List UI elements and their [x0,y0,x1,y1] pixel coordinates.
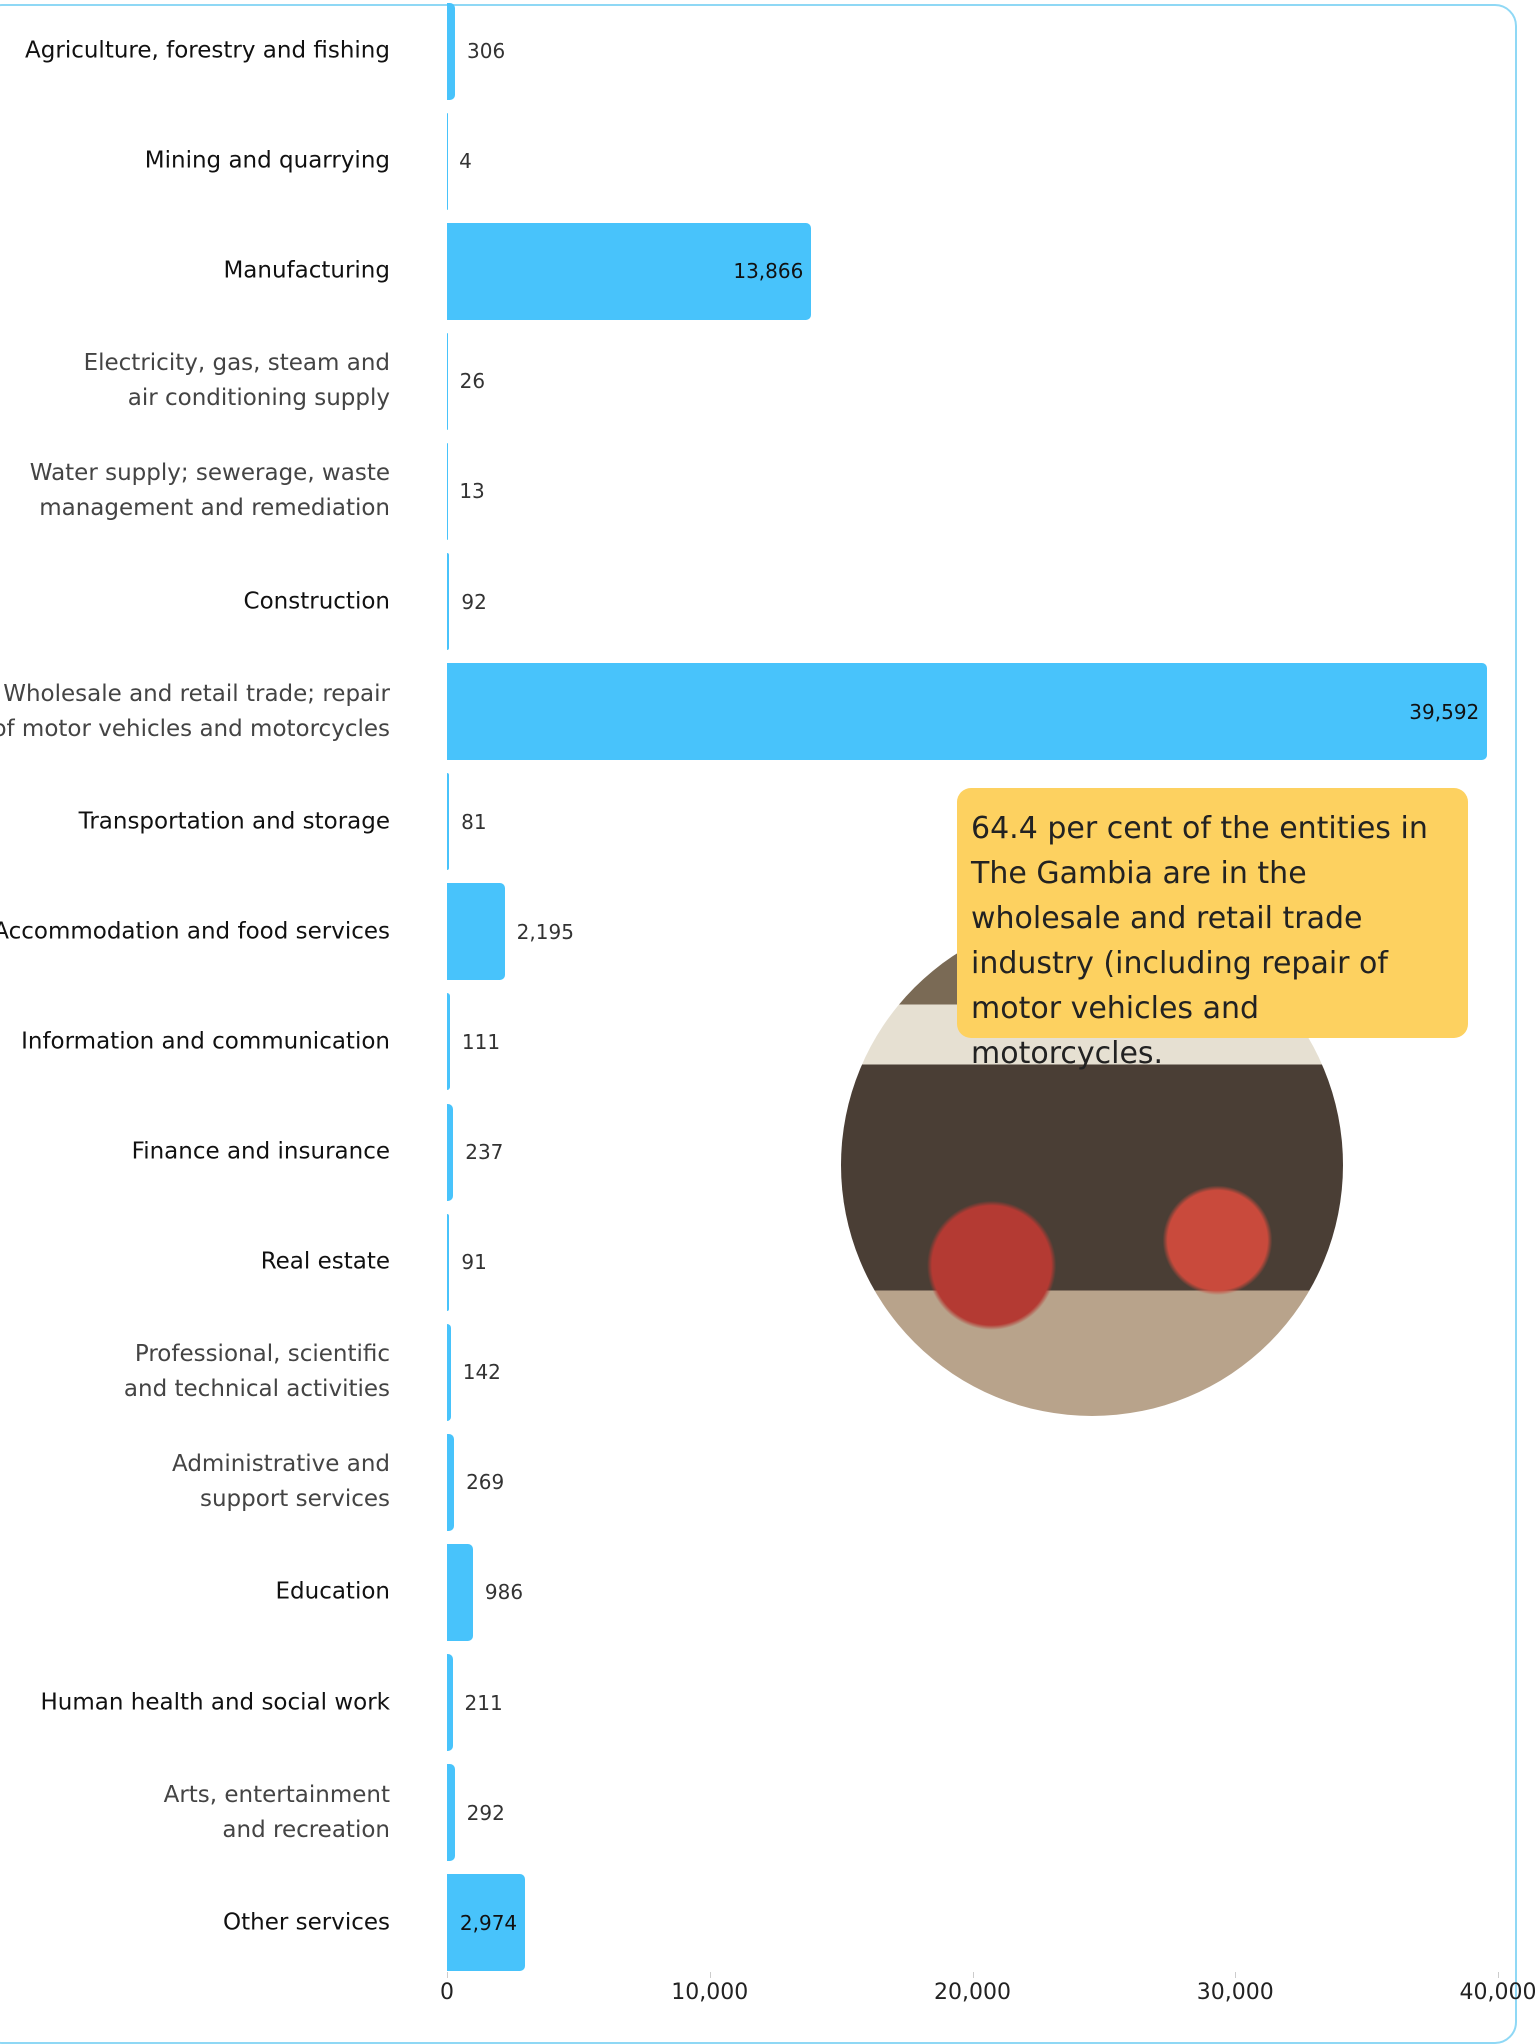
bar [447,1103,454,1201]
x-tick-label: 10,000 [671,1980,749,2005]
x-tick-label: 30,000 [1196,1980,1274,2005]
bar [447,2,456,100]
value-label: 2,195 [516,919,574,944]
y-tick-label: Arts, entertainment and recreation [163,1781,390,1843]
value-label: 2,974 [459,1910,518,1935]
tick-mark [447,1972,448,1978]
tick-mark [709,1972,711,1978]
x-tick-label: 0 [440,1980,454,2005]
bar [447,1654,453,1751]
y-tick-label: Accommodation and food services [0,918,390,945]
value-label: 292 [466,1800,505,1825]
bar [447,1433,455,1531]
y-tick-label: Education [275,1578,390,1605]
tick-mark [1235,1972,1237,1978]
y-tick-label: Administrative and support services [172,1451,390,1513]
y-tick-label: Manufacturing [223,257,390,284]
x-tick-label: 20,000 [934,1980,1011,2005]
value-label: 111 [461,1029,501,1054]
value-label: 142 [462,1360,501,1385]
value-label: 39,592 [1409,699,1480,724]
x-tick-label: 40,000 [1459,1980,1536,2005]
value-label: 13 [459,479,485,504]
y-tick-label: Human health and social work [40,1689,390,1715]
y-tick-label: Information and communication [21,1028,390,1055]
y-tick-label: Water supply; sewerage, waste management… [29,460,390,522]
bar [447,1213,450,1311]
value-label: 237 [465,1140,504,1164]
value-label: 986 [484,1580,524,1605]
bar [447,663,1488,761]
bar [447,222,812,320]
y-tick-label: Agriculture, forestry and fishing [25,37,390,64]
y-tick-label: Other services [223,1909,390,1936]
y-tick-label: Electricity, gas, steam and air conditio… [83,350,390,412]
tick-mark [1498,1972,1499,1978]
bar [447,1543,473,1641]
value-label: 26 [459,369,486,394]
value-label: 81 [461,809,487,834]
bar [447,1323,451,1421]
annotation: 64.4 per cent of the entities in The Gam… [957,788,1468,1071]
bar [447,1874,526,1972]
y-tick-label: Mining and quarrying [144,147,390,174]
value-label: 4 [459,149,472,174]
value-label: 92 [461,589,487,614]
value-label: 306 [467,39,506,63]
bar [447,332,448,430]
bar [447,112,448,210]
bar [447,442,448,540]
bar [447,1764,455,1862]
y-tick-label: Professional, scientific and technical a… [123,1341,390,1403]
y-tick-label: Real estate [260,1248,390,1275]
y-tick-label: Construction [243,588,390,614]
bar [447,883,505,981]
value-label: 13,866 [733,259,804,284]
tick-mark [972,1972,974,1978]
value-label: 211 [464,1690,503,1715]
bar [447,993,450,1091]
value-label: 91 [461,1250,487,1275]
y-tick-label: Finance and insurance [131,1138,390,1165]
value-label: 269 [466,1470,505,1495]
y-tick-label: Wholesale and retail trade; repair of mo… [0,680,390,742]
bar [447,773,450,871]
bar [447,553,450,650]
y-tick-label: Transportation and storage [78,808,390,835]
